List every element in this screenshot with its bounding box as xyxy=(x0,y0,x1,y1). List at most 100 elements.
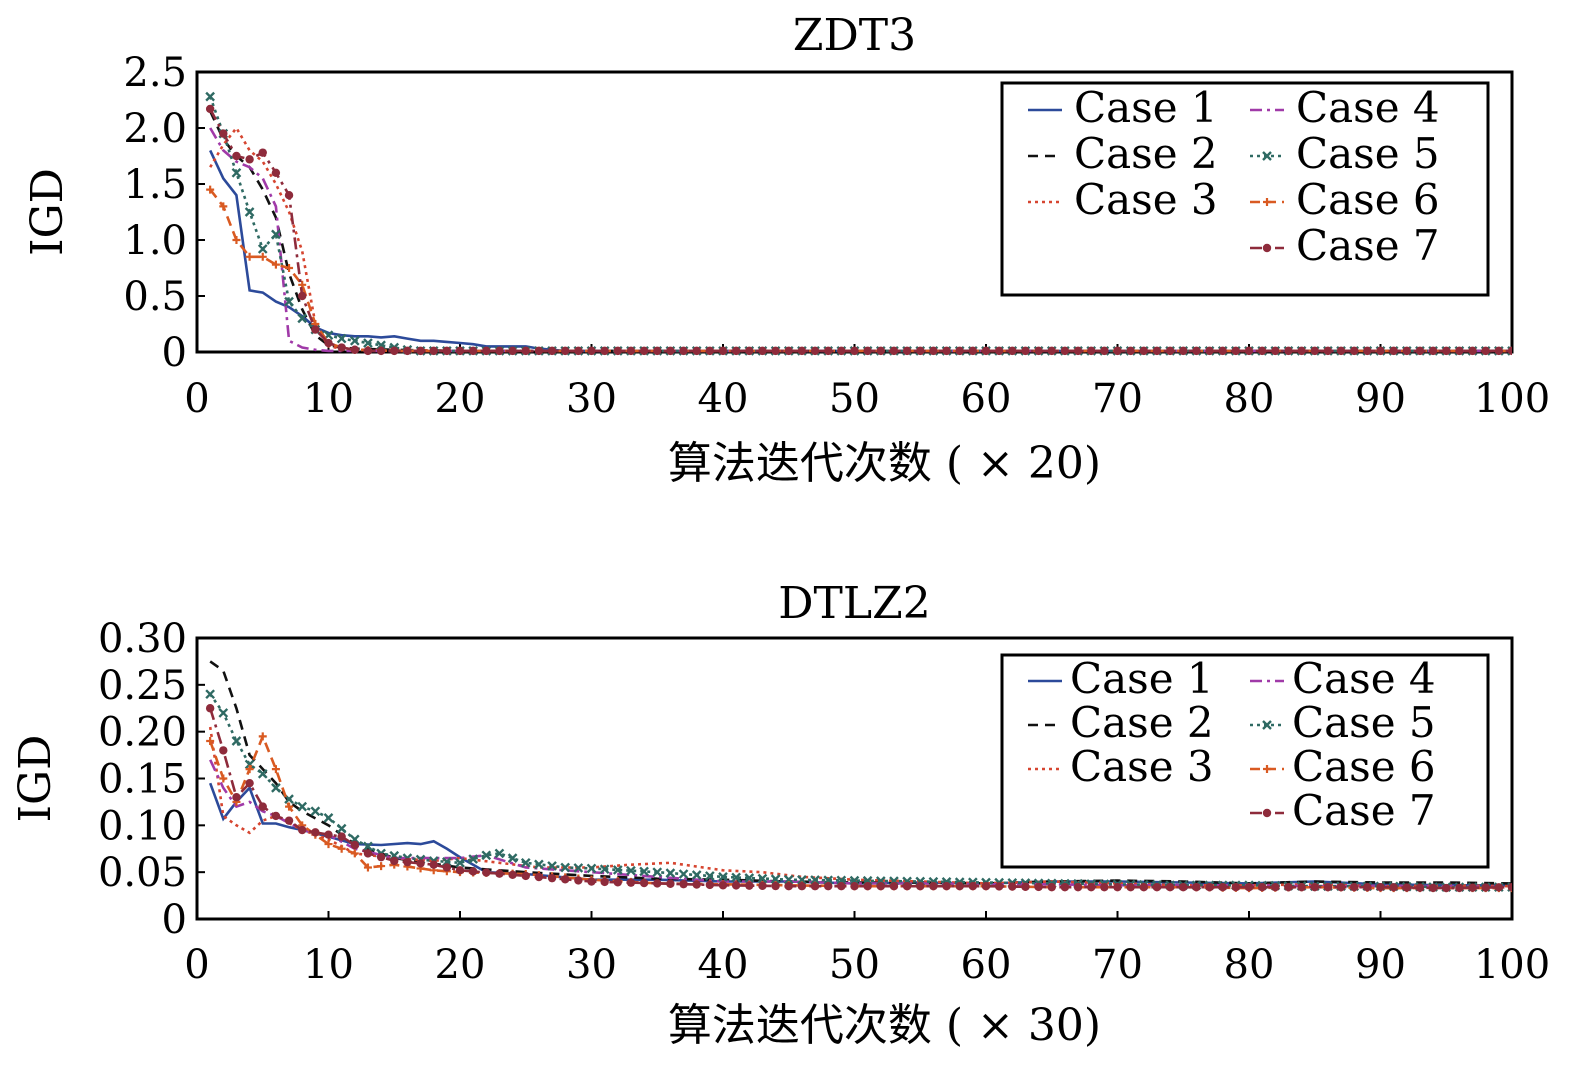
data-point xyxy=(284,816,294,825)
data-point xyxy=(889,346,899,356)
data-point xyxy=(350,345,359,354)
data-point xyxy=(455,346,465,356)
data-point xyxy=(232,151,241,161)
data-point xyxy=(284,296,294,307)
x-tick-label: 30 xyxy=(566,942,617,988)
data-point xyxy=(758,346,767,356)
x-tick-label: 10 xyxy=(303,376,354,422)
data-point xyxy=(547,346,557,356)
data-point xyxy=(1376,346,1385,356)
data-point xyxy=(337,844,346,853)
y-tick-label: 1.5 xyxy=(123,162,187,208)
data-point xyxy=(599,864,610,875)
data-point xyxy=(1244,882,1254,892)
x-tick-label: 0 xyxy=(184,376,209,422)
data-point xyxy=(481,850,492,861)
data-point xyxy=(968,882,978,891)
series-7 xyxy=(205,104,1512,356)
data-point xyxy=(520,857,531,868)
data-point xyxy=(219,202,228,211)
data-point xyxy=(310,806,321,817)
data-point xyxy=(1363,346,1372,356)
data-point xyxy=(1073,346,1083,356)
data-point xyxy=(1507,346,1512,356)
data-point xyxy=(1507,882,1512,892)
data-point xyxy=(271,168,281,177)
data-point xyxy=(1021,882,1030,891)
legend-marker xyxy=(1263,765,1271,773)
data-point xyxy=(916,882,925,891)
data-point xyxy=(285,264,294,272)
data-point xyxy=(876,346,885,356)
y-tick-label: 0 xyxy=(162,330,187,376)
legend-item: Case 6 xyxy=(1250,742,1436,791)
data-point xyxy=(626,865,636,876)
data-point xyxy=(626,878,636,887)
data-point xyxy=(403,346,412,356)
legend-item: Case 4 xyxy=(1250,654,1436,703)
data-point xyxy=(784,346,793,356)
data-point xyxy=(1008,882,1017,891)
data-point xyxy=(206,185,215,194)
data-point xyxy=(323,812,334,823)
data-point xyxy=(311,325,320,334)
data-point xyxy=(1428,346,1438,356)
data-point xyxy=(994,346,1004,356)
data-point xyxy=(1389,346,1398,356)
data-point xyxy=(1350,882,1359,892)
data-point xyxy=(1455,346,1464,356)
data-point xyxy=(429,346,438,356)
data-point xyxy=(626,346,636,356)
data-point xyxy=(205,704,215,713)
legend-item: Case 7 xyxy=(1250,786,1436,835)
data-point xyxy=(718,881,728,890)
data-point xyxy=(416,346,425,356)
data-point xyxy=(258,148,267,157)
data-point xyxy=(1284,346,1293,356)
data-point xyxy=(363,849,373,858)
data-point xyxy=(1126,346,1135,356)
data-point xyxy=(1179,346,1188,356)
data-point xyxy=(824,882,833,891)
data-point xyxy=(376,852,386,862)
x-axis-label: 算法迭代次数 ( × 20) xyxy=(668,438,1101,489)
data-point xyxy=(718,346,728,356)
data-point xyxy=(574,876,583,885)
data-point xyxy=(1468,346,1477,356)
data-point xyxy=(1336,346,1346,356)
data-point xyxy=(902,882,912,891)
data-point xyxy=(560,862,571,873)
data-point xyxy=(771,346,780,356)
legend-item: Case 3 xyxy=(1028,175,1218,224)
data-point xyxy=(1218,346,1227,356)
x-tick-label: 100 xyxy=(1474,942,1550,988)
data-point xyxy=(363,338,373,348)
data-point xyxy=(1271,346,1280,356)
data-point xyxy=(797,882,807,891)
data-point xyxy=(1336,882,1346,892)
data-point xyxy=(1047,346,1056,356)
y-tick-label: 0.20 xyxy=(98,710,187,756)
legend-label: Case 4 xyxy=(1292,654,1436,703)
data-point xyxy=(324,840,333,849)
data-point xyxy=(219,129,228,138)
data-point xyxy=(1271,882,1280,892)
x-tick-label: 0 xyxy=(184,942,209,988)
data-point xyxy=(1113,346,1122,356)
data-point xyxy=(573,863,584,873)
data-point xyxy=(455,866,465,875)
data-point xyxy=(1139,882,1149,892)
data-point xyxy=(429,860,438,869)
x-tick-label: 80 xyxy=(1224,942,1275,988)
data-point xyxy=(744,873,755,883)
x-axis-label: 算法迭代次数 ( × 30) xyxy=(668,1000,1101,1051)
data-point xyxy=(244,207,255,217)
data-point xyxy=(797,874,807,885)
data-point xyxy=(1297,882,1306,892)
x-tick-label: 100 xyxy=(1474,376,1550,422)
data-point xyxy=(442,863,452,872)
legend-item: Case 3 xyxy=(1028,742,1214,791)
data-point xyxy=(245,252,254,261)
legend-label: Case 5 xyxy=(1292,698,1436,747)
